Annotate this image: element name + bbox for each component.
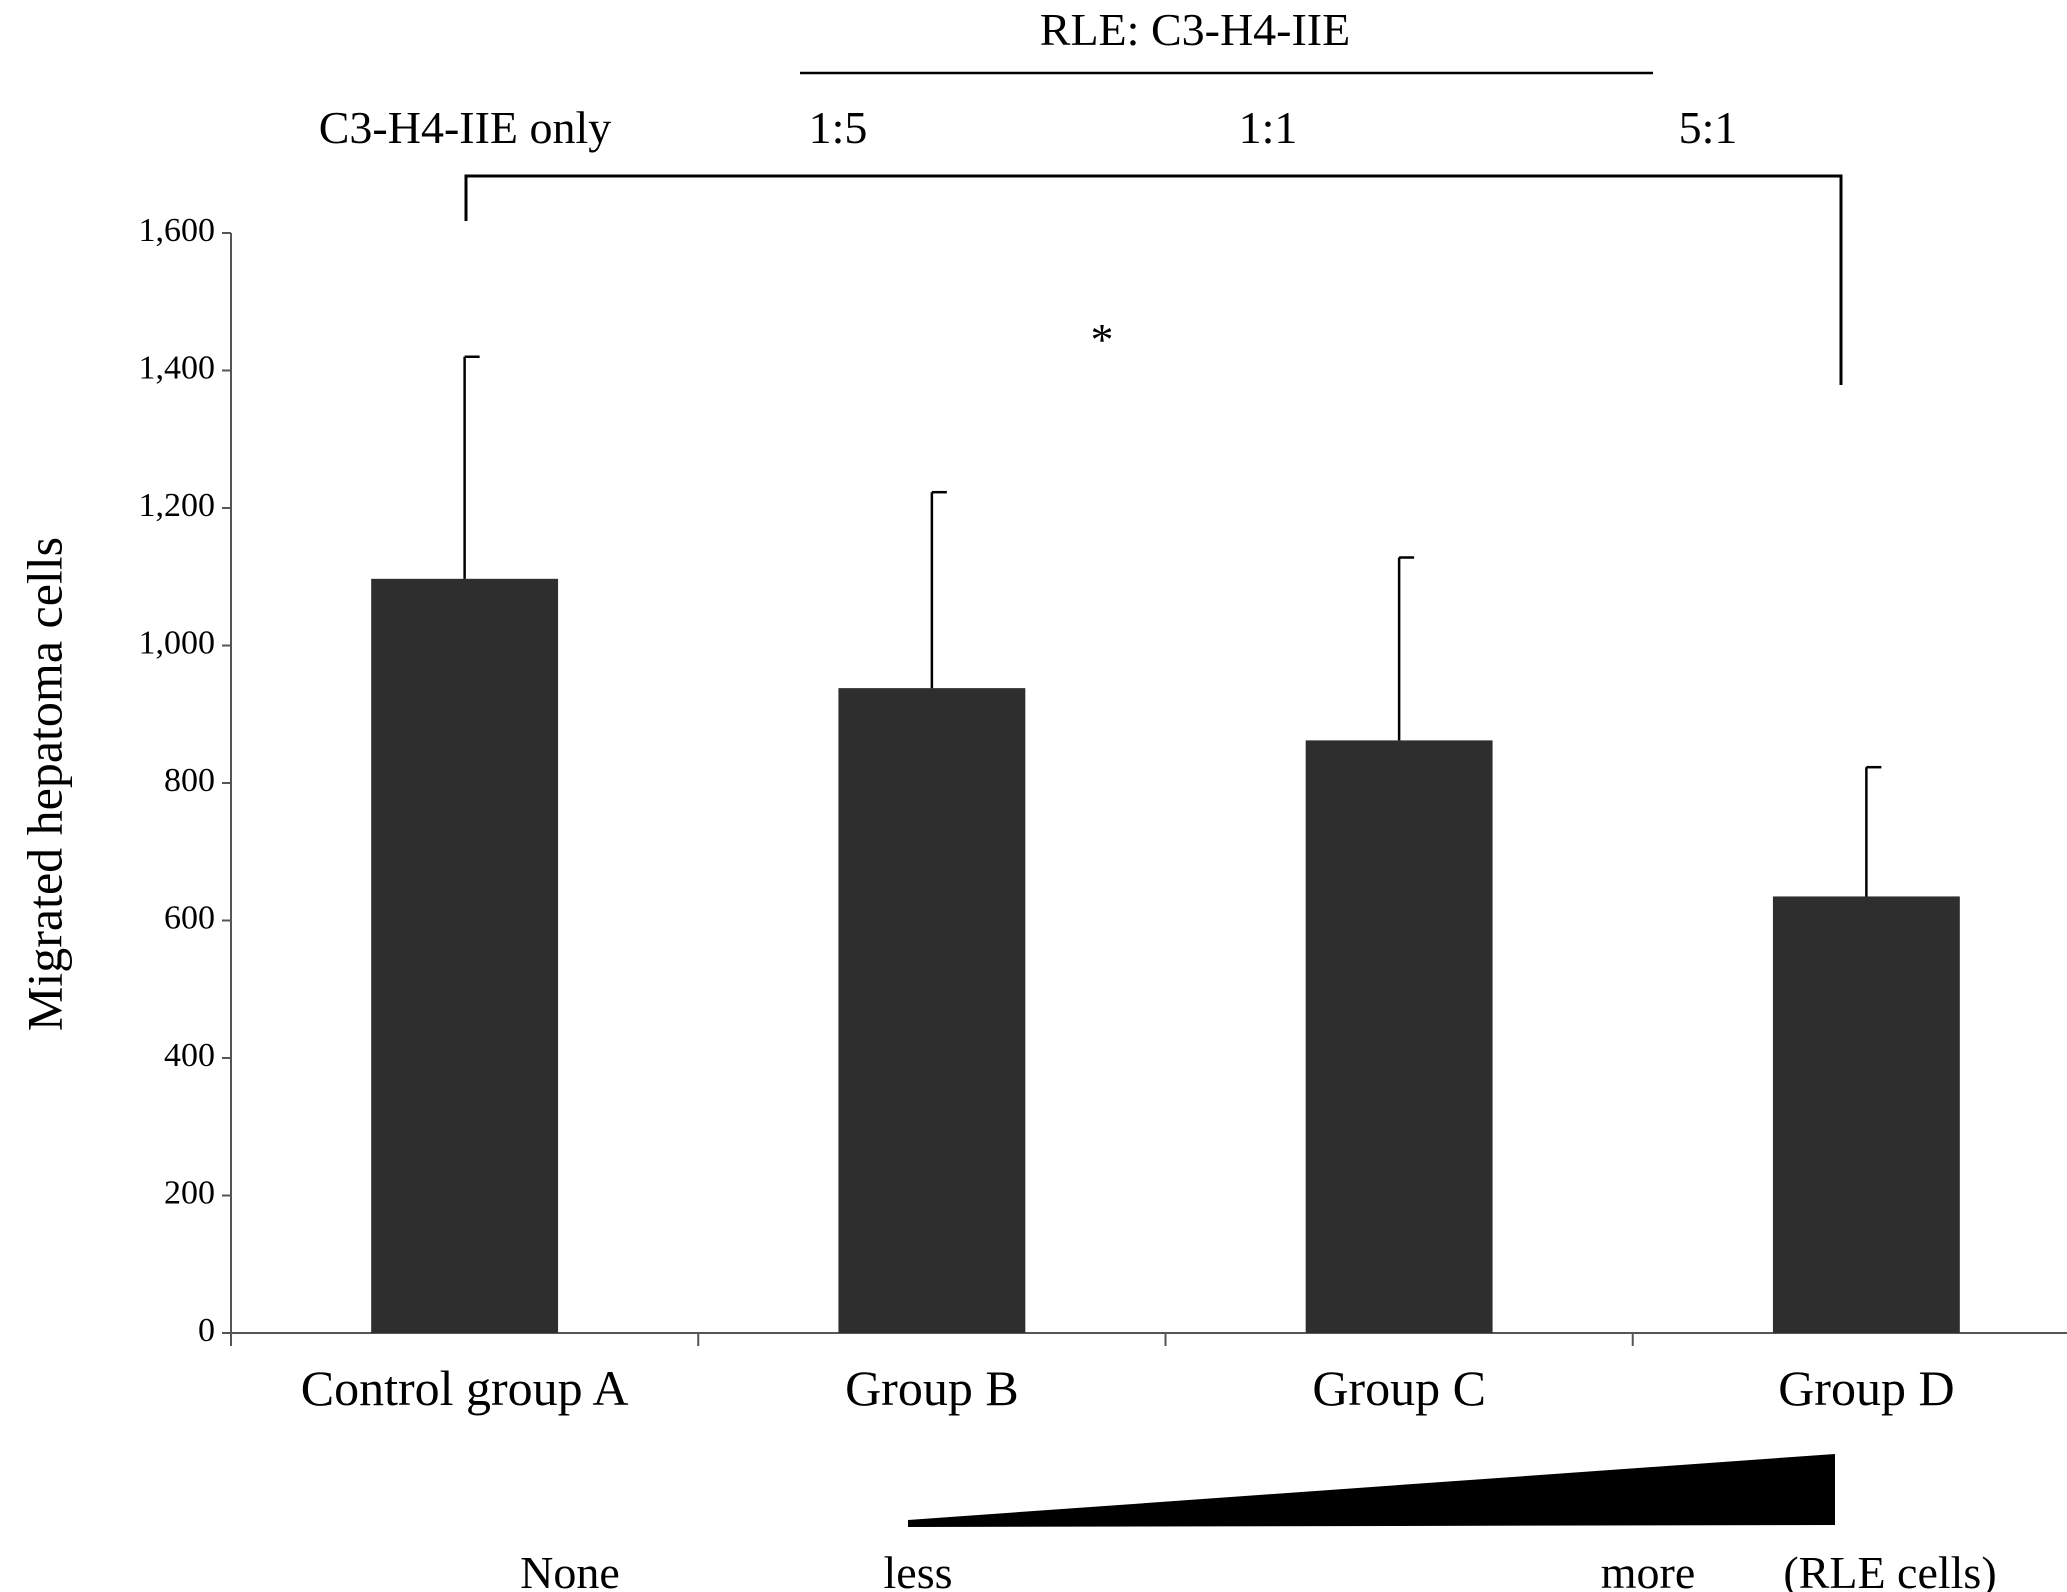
y-tick-label: 1,400 bbox=[139, 349, 216, 386]
ratio-title: RLE: C3-H4-IIE bbox=[1040, 4, 1350, 55]
y-tick-label: 1,600 bbox=[139, 212, 216, 249]
bar bbox=[371, 578, 559, 1333]
more-label: more bbox=[1601, 1547, 1696, 1592]
y-tick-label: 1,200 bbox=[139, 487, 216, 524]
category-label: Group C bbox=[1312, 1360, 1486, 1416]
y-tick-label: 600 bbox=[164, 899, 215, 936]
unit-label: (RLE cells) bbox=[1783, 1547, 1996, 1592]
category-label: Control group A bbox=[301, 1360, 629, 1416]
bars-group bbox=[371, 578, 1960, 1333]
group-a-note: C3-H4-IIE only bbox=[319, 102, 612, 153]
error-bars-group bbox=[463, 355, 1882, 897]
bar bbox=[1305, 740, 1493, 1333]
y-tick-label: 200 bbox=[164, 1174, 215, 1211]
significance-star: * bbox=[1091, 314, 1114, 365]
y-axis-ticks: 0 200 400 600 800 1,000 1,200 1,400 1,600 bbox=[139, 212, 231, 1349]
less-label: less bbox=[884, 1547, 953, 1592]
y-tick-label: 800 bbox=[164, 762, 215, 799]
bar bbox=[1772, 896, 1960, 1333]
category-label: Group D bbox=[1778, 1360, 1954, 1416]
y-tick-label: 1,000 bbox=[139, 624, 216, 661]
category-label: Group B bbox=[845, 1360, 1019, 1416]
none-label: None bbox=[520, 1547, 620, 1592]
y-tick-label: 400 bbox=[164, 1037, 215, 1074]
significance-bracket bbox=[464, 174, 1843, 385]
bar bbox=[838, 688, 1026, 1333]
y-tick-label: 0 bbox=[198, 1312, 215, 1349]
ratio-label-d: 5:1 bbox=[1679, 102, 1738, 153]
gradient-wedge bbox=[908, 1454, 1835, 1527]
x-axis-ticks bbox=[230, 1333, 1634, 1346]
ratio-label-c: 1:1 bbox=[1239, 102, 1298, 153]
y-axis-label: Migrated hepatoma cells bbox=[16, 537, 72, 1031]
ratio-label-b: 1:5 bbox=[809, 102, 868, 153]
category-labels: Control group A Group B Group C Group D bbox=[301, 1360, 1955, 1416]
